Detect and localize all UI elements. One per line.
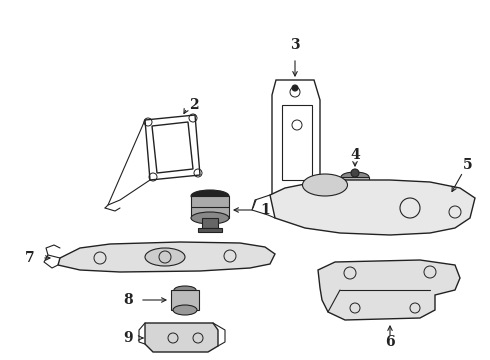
Text: 1: 1 (260, 203, 270, 217)
Ellipse shape (341, 172, 369, 182)
Ellipse shape (302, 174, 347, 196)
Polygon shape (341, 177, 369, 193)
Ellipse shape (341, 188, 369, 198)
Circle shape (292, 85, 298, 91)
Polygon shape (202, 218, 218, 228)
Ellipse shape (191, 212, 229, 224)
Text: 6: 6 (385, 335, 395, 349)
Polygon shape (191, 196, 229, 218)
Ellipse shape (191, 190, 229, 202)
Polygon shape (145, 323, 218, 352)
Text: 2: 2 (189, 98, 199, 112)
Polygon shape (58, 242, 275, 272)
Polygon shape (270, 180, 475, 235)
Text: 3: 3 (290, 38, 300, 52)
Ellipse shape (174, 286, 196, 294)
Circle shape (351, 169, 359, 177)
Polygon shape (198, 228, 222, 232)
Text: 5: 5 (463, 158, 473, 172)
Text: 8: 8 (123, 293, 133, 307)
Ellipse shape (145, 248, 185, 266)
Text: 7: 7 (25, 251, 35, 265)
Polygon shape (318, 260, 460, 320)
Ellipse shape (173, 305, 197, 315)
Text: 4: 4 (350, 148, 360, 162)
Polygon shape (171, 290, 199, 310)
Text: 9: 9 (123, 331, 133, 345)
